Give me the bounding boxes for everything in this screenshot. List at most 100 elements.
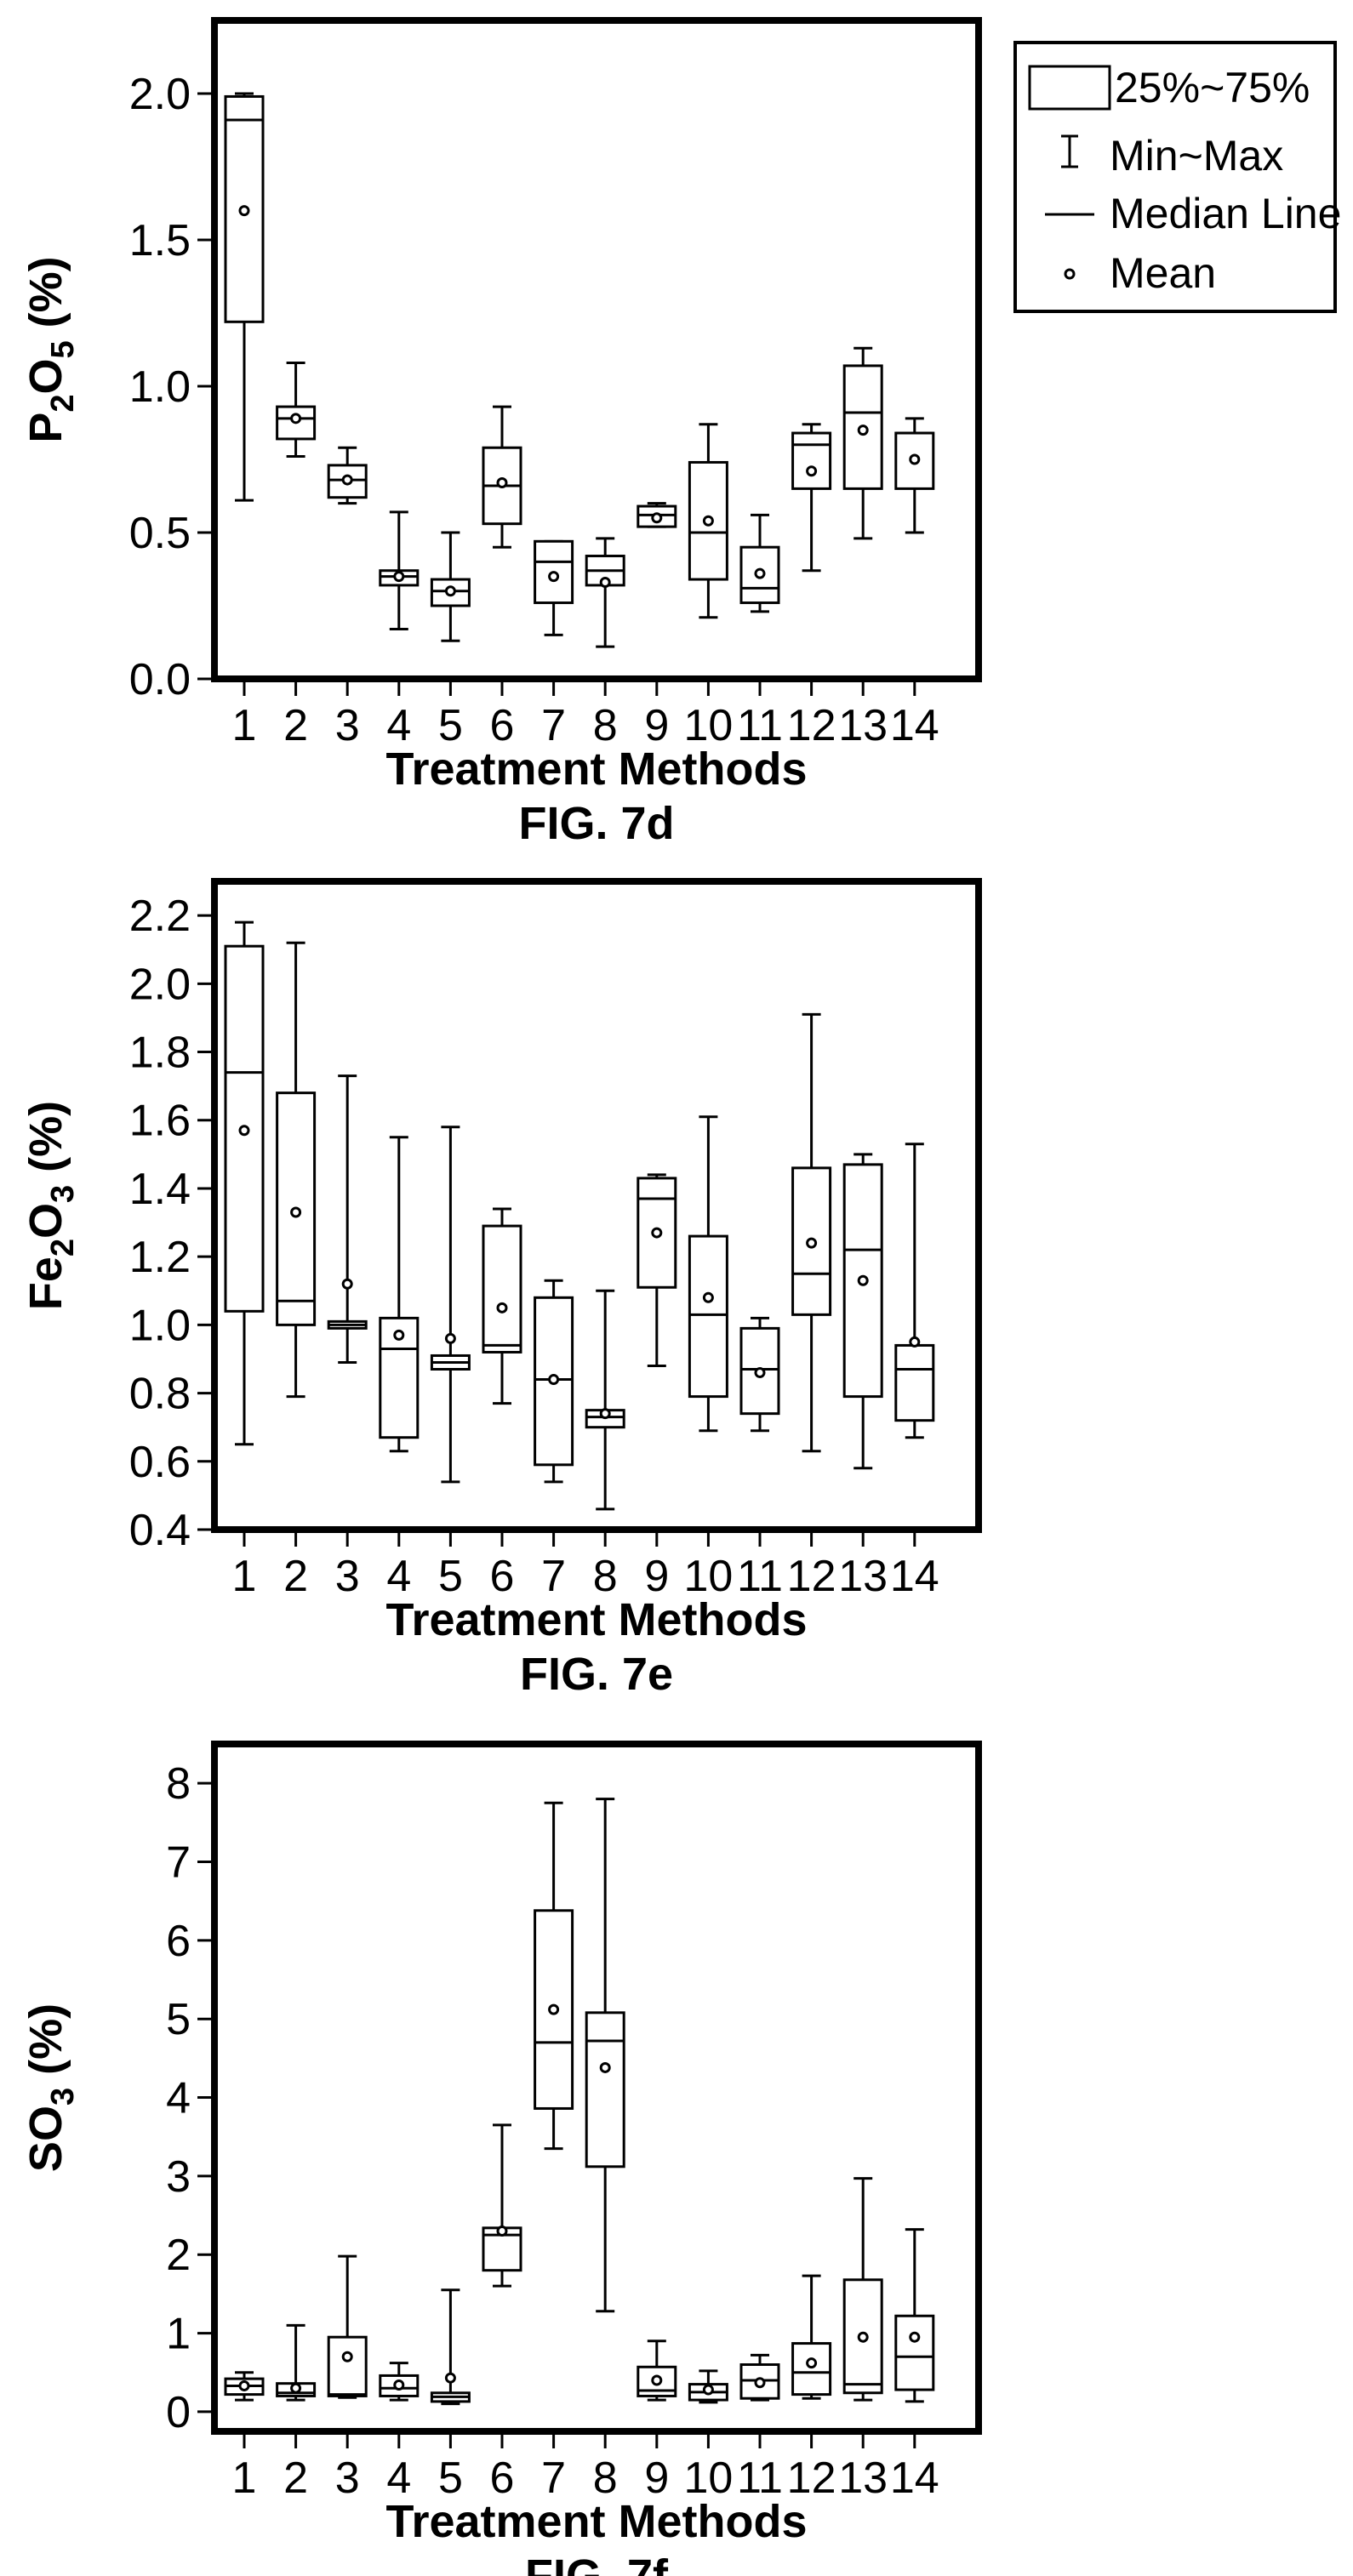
mean-marker <box>496 1302 508 1314</box>
x-tick-label: 11 <box>737 1552 783 1601</box>
x-tick-label: 2 <box>283 701 308 750</box>
box-7 <box>534 539 574 636</box>
y-axis-title-subscript: 3 <box>45 1185 81 1203</box>
y-axis-title-part: O <box>20 1203 71 1239</box>
box-2 <box>276 941 317 1399</box>
box-10 <box>688 2369 728 2404</box>
y-axis-title-part: SO <box>20 2106 71 2172</box>
y-axis-title: SO3 (%) <box>20 2003 81 2172</box>
y-axis-title-part: (%) <box>20 2003 71 2088</box>
plot-frame <box>211 878 982 1533</box>
x-tick-label: 8 <box>593 1552 618 1601</box>
iqr-box <box>791 1166 832 1316</box>
y-tick-label: 1.5 <box>129 216 191 265</box>
legend-label-whisker: Min~Max <box>1110 132 1283 180</box>
y-tick-label: 2.0 <box>129 960 191 1009</box>
y-tick-label: 1.6 <box>129 1097 191 1146</box>
y-axis-title-subscript: 2 <box>45 1239 81 1257</box>
box-9 <box>637 2339 677 2402</box>
iqr-box <box>894 1343 935 1422</box>
box-7 <box>534 1279 574 1484</box>
mean-marker <box>806 1237 818 1249</box>
box-4 <box>379 510 420 631</box>
mean-marker <box>444 1332 456 1344</box>
box-14 <box>894 417 935 534</box>
box-5 <box>430 1126 471 1484</box>
box-13 <box>842 1153 883 1470</box>
plot-frame <box>211 1741 982 2435</box>
mean-marker <box>754 2377 766 2389</box>
x-tick-label: 11 <box>737 701 783 750</box>
figure-label: FIG. 7f <box>525 2550 669 2576</box>
x-tick-label: 12 <box>787 2453 836 2503</box>
y-tick-label: 1.0 <box>129 362 191 412</box>
box-6 <box>482 405 522 549</box>
y-axis-title: P2O5 (%) <box>20 256 81 442</box>
iqr-box <box>791 431 832 490</box>
box-14 <box>894 2228 935 2403</box>
mean-marker <box>857 2331 869 2343</box>
x-tick-label: 14 <box>890 1552 939 1601</box>
x-tick-label: 8 <box>593 701 618 750</box>
y-tick-label: 8 <box>166 1759 191 1809</box>
x-tick-label: 2 <box>283 1552 308 1601</box>
x-tick-label: 10 <box>683 1552 733 1601</box>
y-axis-title-part: Fe <box>20 1257 71 1310</box>
y-axis-title-part: O <box>20 358 71 394</box>
mean-marker <box>393 1329 405 1341</box>
mean-marker <box>341 474 353 486</box>
x-tick-label: 5 <box>438 701 463 750</box>
mean-marker <box>290 1206 302 1218</box>
y-tick-label: 1.8 <box>129 1029 191 1078</box>
box-12 <box>791 1012 832 1453</box>
iqr-box <box>894 2314 935 2391</box>
iqr-box <box>482 1224 522 1354</box>
box-1 <box>224 920 265 1446</box>
x-tick-label: 1 <box>232 2453 257 2503</box>
x-tick-label: 14 <box>890 701 939 750</box>
mean-marker <box>651 512 663 524</box>
box-12 <box>791 2274 832 2400</box>
mean-marker <box>290 2382 302 2394</box>
charts-layer: 0.00.51.01.52.01 2 3 4 5 6 7 8 9 10 11 12 13 14Treatm… <box>20 17 982 2576</box>
box-13 <box>842 2177 883 2402</box>
x-tick-label: 7 <box>541 1552 566 1601</box>
figure-label: FIG. 7e <box>520 1649 673 1700</box>
y-tick-label: 0.0 <box>129 655 191 704</box>
x-tick-label: 10 <box>683 701 733 750</box>
iqr-box <box>585 2011 625 2169</box>
iqr-box <box>327 2335 368 2397</box>
mean-marker <box>599 1408 611 1420</box>
mean-marker <box>857 1274 869 1286</box>
y-axis-title-subscript: 2 <box>45 394 81 412</box>
x-tick-label: 10 <box>683 2453 733 2503</box>
x-tick-label: 9 <box>644 701 669 750</box>
x-tick-label: 9 <box>644 1552 669 1601</box>
mean-marker <box>806 465 818 477</box>
mean-marker <box>496 477 508 489</box>
x-tick-label: 6 <box>490 2453 515 2503</box>
box-3 <box>327 1074 368 1364</box>
mean-marker <box>393 2379 405 2391</box>
mean-marker <box>806 2357 818 2369</box>
x-tick-label: 1 <box>232 701 257 750</box>
legend-label-median: Median Line <box>1110 190 1341 237</box>
box-8 <box>585 1289 625 1511</box>
iqr-box <box>791 2342 832 2396</box>
mean-marker <box>238 205 250 217</box>
x-tick-label: 11 <box>737 2453 783 2503</box>
chart-panel-1: 0.00.51.01.52.01 2 3 4 5 6 7 8 9 10 11 12 13 14Treatm… <box>20 17 982 849</box>
x-tick-label: 12 <box>787 701 836 750</box>
y-tick-label: 1.0 <box>129 1301 191 1350</box>
iqr-box <box>688 1234 728 1399</box>
x-axis-title: Treatment Methods <box>385 744 807 795</box>
box-12 <box>791 423 832 573</box>
x-tick-label: 3 <box>335 1552 360 1601</box>
x-tick-label: 3 <box>335 701 360 750</box>
iqr-box <box>739 545 780 605</box>
mean-marker <box>548 1374 560 1386</box>
mean-marker <box>651 1227 663 1239</box>
x-tick-label: 12 <box>787 1552 836 1601</box>
y-tick-label: 0.4 <box>129 1506 191 1555</box>
iqr-box <box>276 405 317 441</box>
